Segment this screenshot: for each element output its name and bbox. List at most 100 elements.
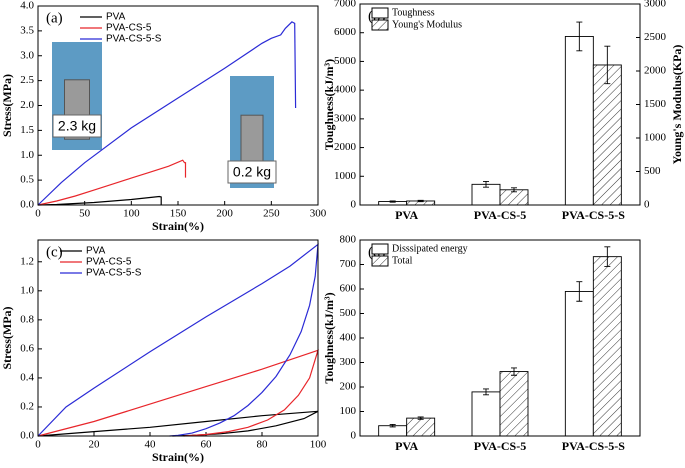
y-tick-label: 600 <box>340 283 357 295</box>
legend-label: Disssipated energy <box>392 243 468 254</box>
x-tick-label: PVA-CS-5 <box>474 208 526 222</box>
x-axis-label: Strain(%) <box>152 219 204 233</box>
x-tick-label: 100 <box>123 208 140 220</box>
y-tick-label: 100 <box>340 405 357 417</box>
label-box <box>227 160 277 184</box>
panel-label: (c) <box>46 244 63 260</box>
y2-tick-label: 1000 <box>644 132 667 144</box>
y-tick-label: 700 <box>340 258 357 270</box>
y-tick-label: 1.5 <box>20 124 34 136</box>
error-bar <box>604 45 611 85</box>
y-tick-label: 7000 <box>334 0 357 10</box>
y-tick-label: 200 <box>340 381 357 393</box>
panel-label: (a) <box>46 10 63 26</box>
y-tick-label: 2000 <box>334 141 357 153</box>
legend-label: PVA-CS-5 <box>106 23 152 34</box>
y-axis-label: Stress(MPa) <box>0 306 14 369</box>
x-tick-label: PVA-CS-5-S <box>562 208 625 222</box>
y-tick-label: 5000 <box>334 55 357 67</box>
bar <box>564 291 594 437</box>
legend-swatch <box>371 243 389 255</box>
legend-label: PVA <box>106 12 126 23</box>
y-axis-label: Toughness(kJ/m³) <box>322 59 336 150</box>
y-tick-label: 0.0 <box>20 199 34 211</box>
y2-tick-label: 1500 <box>644 98 667 110</box>
y2-tick-label: 2500 <box>644 31 667 43</box>
x-tick-label: PVA-CS-5-S <box>562 439 625 453</box>
y-tick-label: 0.8 <box>20 313 34 325</box>
y-tick-label: 800 <box>340 234 357 246</box>
y-tick-label: 500 <box>340 307 357 319</box>
error-bar <box>389 424 396 428</box>
data-line <box>37 243 319 437</box>
y-tick-label: 4000 <box>334 84 357 96</box>
legend-label: PVA-CS-5-S <box>86 268 142 279</box>
y2-tick-label: 0 <box>644 199 650 211</box>
y-tick-label: 1.0 <box>20 284 34 296</box>
legend-label: Young's Modulus <box>392 19 462 30</box>
x-tick-label: PVA <box>395 439 418 453</box>
y2-tick-label: 500 <box>644 165 661 177</box>
legend-label: PVA-CS-5 <box>86 257 132 268</box>
label-box <box>52 114 102 138</box>
y-axis-label: Toughness(kJ/m³) <box>322 292 336 383</box>
error-bar <box>576 281 583 302</box>
y-tick-label: 6000 <box>334 26 357 38</box>
y-tick-label: 3000 <box>334 112 357 124</box>
legend-label: PVA-CS-5-S <box>106 34 162 45</box>
legend-label: Total <box>392 255 413 266</box>
y2-tick-label: 3000 <box>644 0 667 10</box>
x-tick-label: 200 <box>216 208 233 220</box>
y2-tick-label: 2000 <box>644 65 667 77</box>
plot-frame <box>37 5 319 206</box>
y2-axis-label: Young's Modulus(KPa) <box>670 45 684 165</box>
error-bar <box>417 199 424 203</box>
y-tick-label: 0 <box>351 199 357 211</box>
y-tick-label: 0.2 <box>20 400 34 412</box>
x-tick-label: 20 <box>89 439 101 451</box>
error-bar <box>576 21 583 52</box>
x-tick-label: PVA-CS-5 <box>474 439 526 453</box>
annotation: 2.3 kg <box>58 118 96 134</box>
y-tick-label: 1000 <box>334 170 357 182</box>
error-bar <box>417 416 424 420</box>
x-tick-label: 0 <box>35 208 41 220</box>
bar <box>406 417 436 437</box>
bar <box>499 371 529 437</box>
data-line <box>37 195 162 206</box>
error-bar <box>389 200 396 203</box>
x-tick-label: 50 <box>79 208 91 220</box>
legend-swatch <box>371 255 389 267</box>
y-tick-label: 3.0 <box>20 49 34 61</box>
y-tick-label: 2.5 <box>20 74 34 86</box>
data-line <box>37 410 319 437</box>
error-bar <box>483 181 489 188</box>
error-bar <box>483 388 489 396</box>
y-tick-label: 0 <box>351 430 357 442</box>
y-tick-label: 0.4 <box>20 371 34 383</box>
legend-swatch <box>371 7 389 19</box>
x-tick-label: 300 <box>310 208 327 220</box>
x-axis-label: Strain(%) <box>152 450 204 464</box>
plot-frame <box>37 239 319 437</box>
data-line <box>37 159 187 206</box>
error-bar <box>511 187 517 193</box>
plot-frame <box>359 3 641 206</box>
y-tick-label: 0.6 <box>20 342 34 354</box>
x-tick-label: 250 <box>263 208 280 220</box>
y-tick-label: 1.2 <box>20 255 34 267</box>
legend-label: Toughness <box>392 7 435 18</box>
y-tick-label: 0.0 <box>20 430 34 442</box>
y-axis-label: Stress(MPa) <box>0 74 14 137</box>
y-tick-label: 300 <box>340 356 357 368</box>
bar <box>564 35 594 206</box>
x-tick-label: 150 <box>170 208 187 220</box>
y-tick-label: 0.5 <box>20 174 34 186</box>
data-line <box>37 349 319 437</box>
y-tick-label: 2.0 <box>20 99 34 111</box>
legend-swatch <box>371 19 389 31</box>
y-tick-label: 400 <box>340 332 357 344</box>
x-tick-label: 60 <box>201 439 213 451</box>
x-tick-label: 0 <box>35 439 41 451</box>
